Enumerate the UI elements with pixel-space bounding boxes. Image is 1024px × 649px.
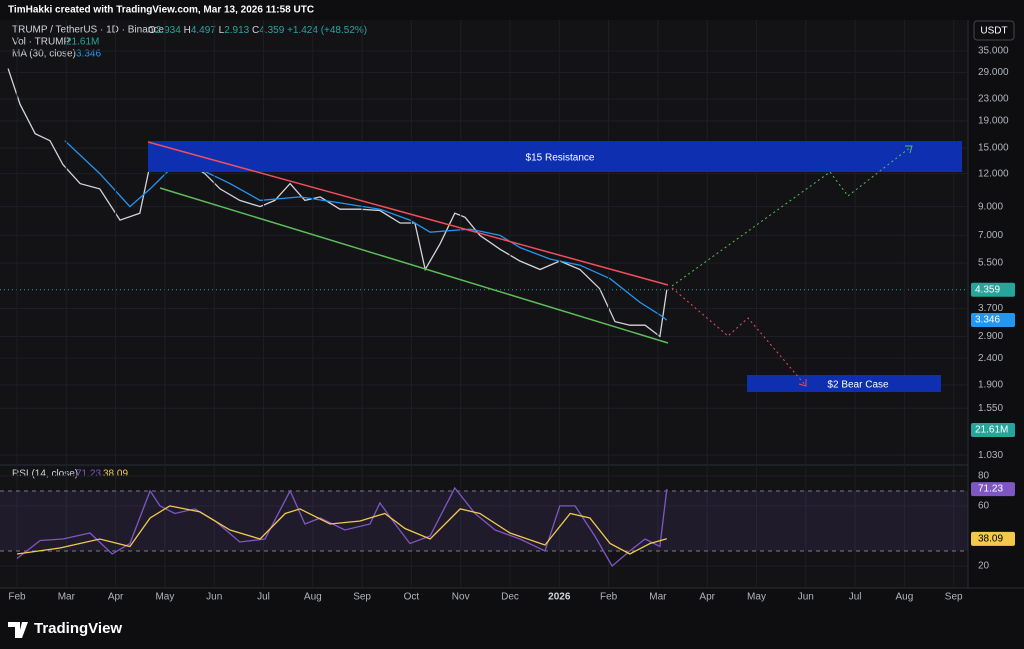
x-tick-label: Oct bbox=[404, 592, 420, 603]
y-tick-label: 80 bbox=[978, 471, 990, 482]
x-tick-label: Feb bbox=[600, 592, 618, 603]
series-line bbox=[7, 68, 668, 338]
y-tick-label: 35.000 bbox=[978, 46, 1009, 57]
header: TimHakki created with TradingView.com, M… bbox=[8, 5, 1015, 480]
ohlc-value: 4.497 bbox=[191, 25, 216, 36]
ma-value: 3.346 bbox=[76, 49, 101, 60]
y-tick-label: 7.000 bbox=[978, 230, 1003, 241]
y-tick-label: 9.000 bbox=[978, 201, 1003, 212]
y-tick-label: 20 bbox=[978, 561, 990, 572]
resistance-zone bbox=[148, 141, 962, 172]
drawings bbox=[147, 141, 962, 392]
volume-label: Vol · TRUMP bbox=[12, 37, 70, 48]
x-tick-label: Jun bbox=[206, 592, 222, 603]
ohlc-label: H bbox=[184, 25, 191, 36]
annotation: $15 Resistance bbox=[526, 153, 595, 164]
x-tick-label: Aug bbox=[304, 592, 322, 603]
y-tick-label: 12.000 bbox=[978, 168, 1009, 179]
y-tick-label: 2.900 bbox=[978, 331, 1003, 342]
x-tick-label: Sep bbox=[945, 592, 963, 603]
last-price: 4.359 bbox=[975, 284, 1000, 295]
rsi-value: 71.23 bbox=[76, 469, 101, 480]
bear-zone bbox=[747, 375, 941, 392]
ohlc-label: C bbox=[252, 25, 259, 36]
series-line bbox=[64, 140, 668, 321]
rsi-ma-last: 38.09 bbox=[978, 533, 1003, 544]
currency[interactable]: USDT bbox=[980, 26, 1007, 37]
bear-projection bbox=[671, 287, 807, 387]
ohlc-value: 2.913 bbox=[224, 25, 249, 36]
plot-background bbox=[0, 20, 968, 588]
x-tick-label: Nov bbox=[452, 592, 470, 603]
volume-last: 21.61M bbox=[975, 425, 1008, 436]
ma-last: 3.346 bbox=[975, 315, 1000, 326]
y-tick-label: 23.000 bbox=[978, 94, 1009, 105]
ma-last-tag bbox=[971, 313, 1015, 328]
y-tick-label: 19.000 bbox=[978, 116, 1009, 127]
arrow-head bbox=[798, 379, 807, 387]
x-tick-label: May bbox=[155, 592, 174, 603]
x-tick-label: Mar bbox=[649, 592, 667, 603]
change: +1.424 (+48.52%) bbox=[287, 25, 367, 36]
currency-box[interactable] bbox=[973, 20, 1015, 41]
bull-projection bbox=[671, 145, 913, 287]
y-tick-label: 29.000 bbox=[978, 67, 1009, 78]
ohlc-label: O bbox=[148, 25, 156, 36]
y-tick-label: 3.700 bbox=[978, 303, 1003, 314]
last-price-tag bbox=[971, 282, 1015, 297]
x-tick-label: Jul bbox=[849, 592, 862, 603]
x-tick-label: Mar bbox=[58, 592, 76, 603]
x-tick-label: Feb bbox=[8, 592, 26, 603]
y-tick-label: 5.500 bbox=[978, 258, 1003, 269]
rsi-last: 71.23 bbox=[978, 484, 1003, 495]
credit: TimHakki created with TradingView.com, M… bbox=[8, 5, 314, 16]
x-tick-label: Apr bbox=[108, 592, 124, 603]
logo-mark bbox=[8, 622, 28, 638]
y-tick-label: 2.400 bbox=[978, 353, 1003, 364]
x-tick-label: Sep bbox=[353, 592, 371, 603]
y-tick-label: 1.550 bbox=[978, 403, 1003, 414]
ohlc-value: 2.934 bbox=[156, 25, 181, 36]
volume-tag bbox=[971, 423, 1015, 437]
ohlc-label: L bbox=[219, 25, 225, 36]
annotation: $2 Bear Case bbox=[827, 380, 889, 391]
x-tick-label: 2026 bbox=[548, 592, 571, 603]
rsi-ma-last-tag bbox=[971, 531, 1015, 546]
y-tick-label: 1.900 bbox=[978, 380, 1003, 391]
footer: TradingView bbox=[8, 620, 122, 638]
x-tick-label: Jul bbox=[257, 592, 270, 603]
ohlc-value: 4.359 bbox=[259, 25, 284, 36]
ohlc: O2.934 H4.497 L2.913 C4.359 +1.424 (+48.… bbox=[148, 25, 367, 36]
arrow-head bbox=[905, 145, 913, 154]
rsi-label: RSI (14, close) bbox=[12, 469, 78, 480]
logo-text: TradingView bbox=[34, 620, 122, 637]
x-tick-label: May bbox=[747, 592, 766, 603]
volume-value: 21.61M bbox=[66, 37, 99, 48]
support-trendline bbox=[159, 187, 669, 344]
y-tick-label: 60 bbox=[978, 501, 990, 512]
series-line bbox=[16, 505, 667, 555]
symbol: TRUMP / TetherUS · 1D · Binance bbox=[12, 25, 164, 36]
resistance-trendline bbox=[147, 141, 669, 286]
x-tick-label: Jun bbox=[798, 592, 814, 603]
y-tick-label: 15.000 bbox=[978, 143, 1009, 154]
x-tick-label: Apr bbox=[699, 592, 715, 603]
ma-label: MA (30, close) bbox=[12, 49, 76, 60]
rsi-last-tag bbox=[971, 482, 1015, 497]
x-tick-label: Dec bbox=[501, 592, 519, 603]
x-tick-label: Aug bbox=[896, 592, 914, 603]
y-tick-label: 1.030 bbox=[978, 450, 1003, 461]
